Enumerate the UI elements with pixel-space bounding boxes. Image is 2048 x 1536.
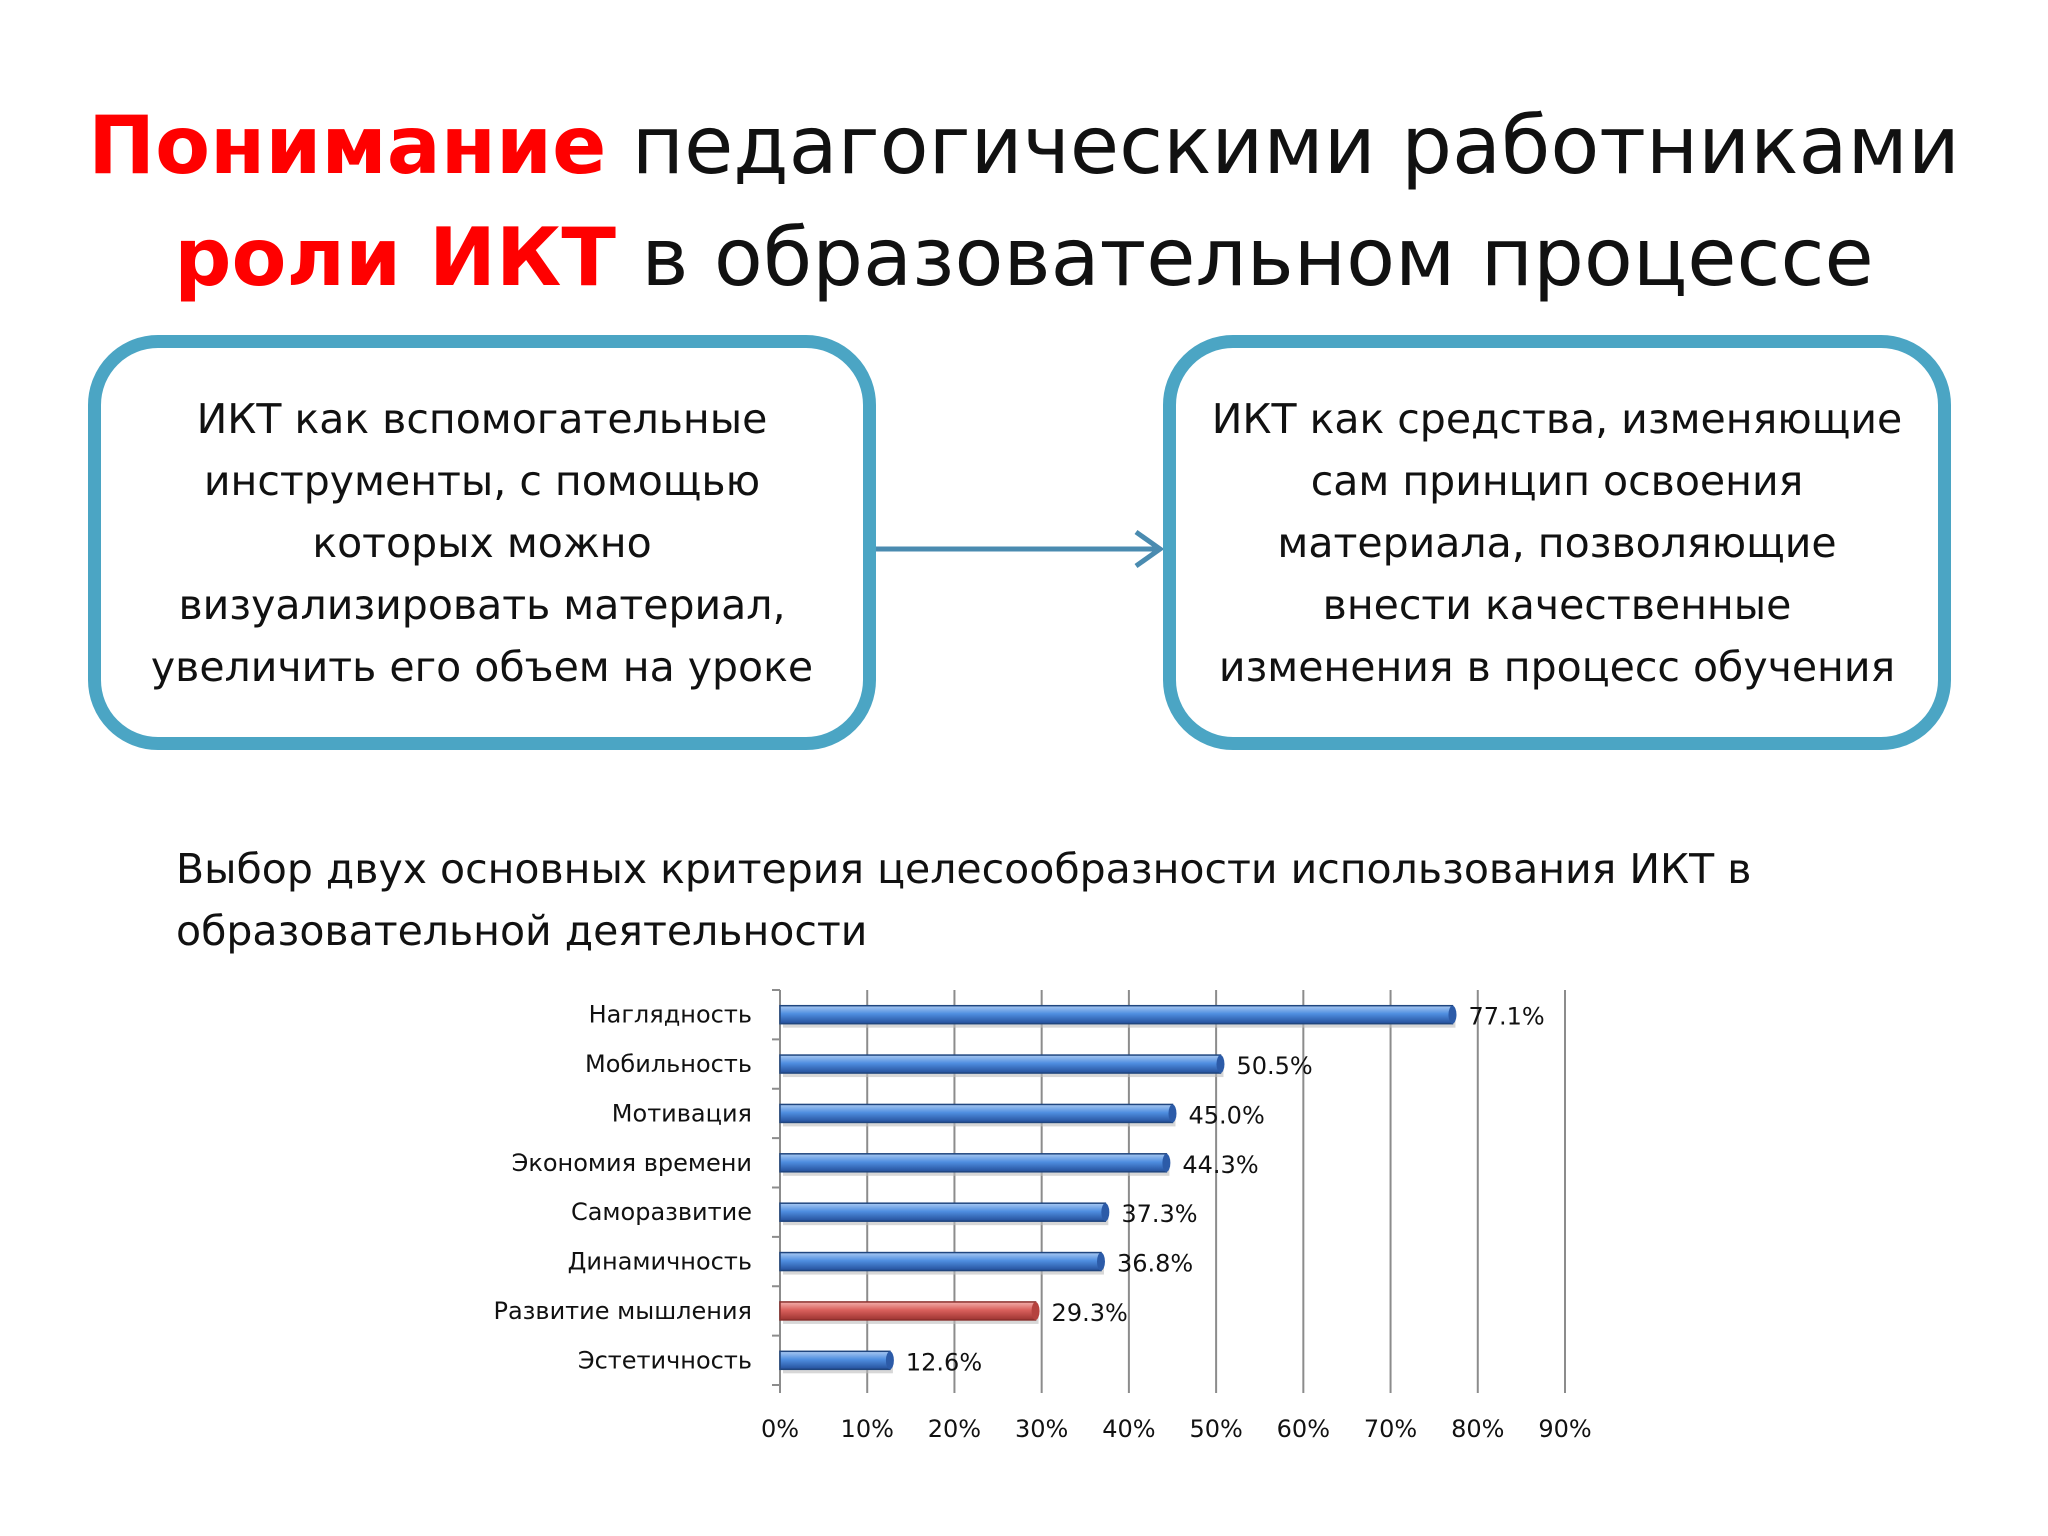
bar-2 [779, 1054, 1222, 1074]
x-tick-label: 0% [761, 1415, 799, 1443]
concept-box-left: ИКТ как вспомогательные инструменты, с п… [88, 335, 876, 750]
category-label: Динамичность [568, 1248, 752, 1276]
category-label: Саморазвитие [571, 1198, 752, 1226]
category-label: Мобильность [585, 1050, 752, 1078]
x-tick-label: 10% [841, 1415, 894, 1443]
bar-1 [779, 1004, 1454, 1025]
bar-end-cap [1101, 1203, 1110, 1222]
bar-end-cap [1448, 1005, 1457, 1024]
bar-end-cap [1216, 1055, 1225, 1074]
bar-end-cap [1168, 1104, 1177, 1123]
value-label: 12.6% [906, 1348, 982, 1376]
concept-box-right-text: ИКТ как средства, изменяющие сам принцип… [1211, 394, 1903, 691]
title-rest-1: педагогическими работниками [606, 99, 1960, 192]
concept-box-left-text: ИКТ как вспомогательные инструменты, с п… [150, 394, 814, 691]
category-label: Развитие мышления [493, 1297, 752, 1325]
value-label: 77.1% [1468, 1003, 1544, 1031]
x-tick-label: 30% [1015, 1415, 1068, 1443]
title-line-1: Понимание педагогическими работниками [0, 90, 2048, 202]
value-label: 36.8% [1117, 1250, 1193, 1278]
x-tick-label: 40% [1102, 1415, 1155, 1443]
bar-8 [779, 1350, 891, 1371]
x-tick-label: 80% [1451, 1415, 1504, 1443]
value-label: 29.3% [1052, 1299, 1128, 1327]
concept-box-right: ИКТ как средства, изменяющие сам принцип… [1163, 335, 1951, 750]
bar-end-cap [1096, 1252, 1105, 1271]
x-tick-label: 90% [1538, 1415, 1591, 1443]
x-tick-label: 70% [1364, 1415, 1417, 1443]
category-label: Мотивация [612, 1099, 752, 1127]
bar-end-cap [885, 1351, 894, 1370]
value-label: 45.0% [1189, 1101, 1265, 1129]
category-label: Эстетичность [578, 1346, 752, 1374]
bar-6 [779, 1251, 1102, 1272]
x-tick-label: 50% [1189, 1415, 1242, 1443]
title-accent-2: роли ИКТ [174, 211, 616, 304]
category-label: Наглядность [589, 1001, 752, 1029]
chart-caption: Выбор двух основных критерия целесообраз… [176, 845, 1752, 955]
x-tick-label: 60% [1277, 1415, 1330, 1443]
value-label: 50.5% [1236, 1052, 1312, 1080]
bar-5 [779, 1202, 1107, 1222]
bar-7 [779, 1301, 1037, 1321]
x-tick-label: 20% [928, 1415, 981, 1443]
bar-4 [779, 1153, 1168, 1173]
value-label: 44.3% [1182, 1151, 1258, 1179]
bar-end-cap [1162, 1153, 1171, 1172]
title-rest-2: в образовательном процессе [615, 211, 1874, 304]
bar-end-cap [1031, 1301, 1040, 1320]
title-accent-1: Понимание [88, 99, 607, 192]
value-label: 37.3% [1121, 1200, 1197, 1228]
slide-title: Понимание педагогическими работниками ро… [0, 90, 2048, 314]
category-label: Экономия времени [512, 1149, 752, 1177]
title-line-2: роли ИКТ в образовательном процессе [0, 202, 2048, 314]
bar-3 [779, 1103, 1174, 1124]
